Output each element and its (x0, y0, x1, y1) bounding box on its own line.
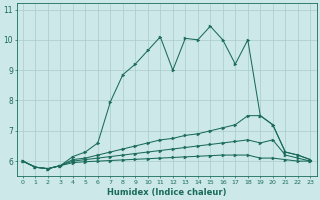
X-axis label: Humidex (Indice chaleur): Humidex (Indice chaleur) (107, 188, 226, 197)
